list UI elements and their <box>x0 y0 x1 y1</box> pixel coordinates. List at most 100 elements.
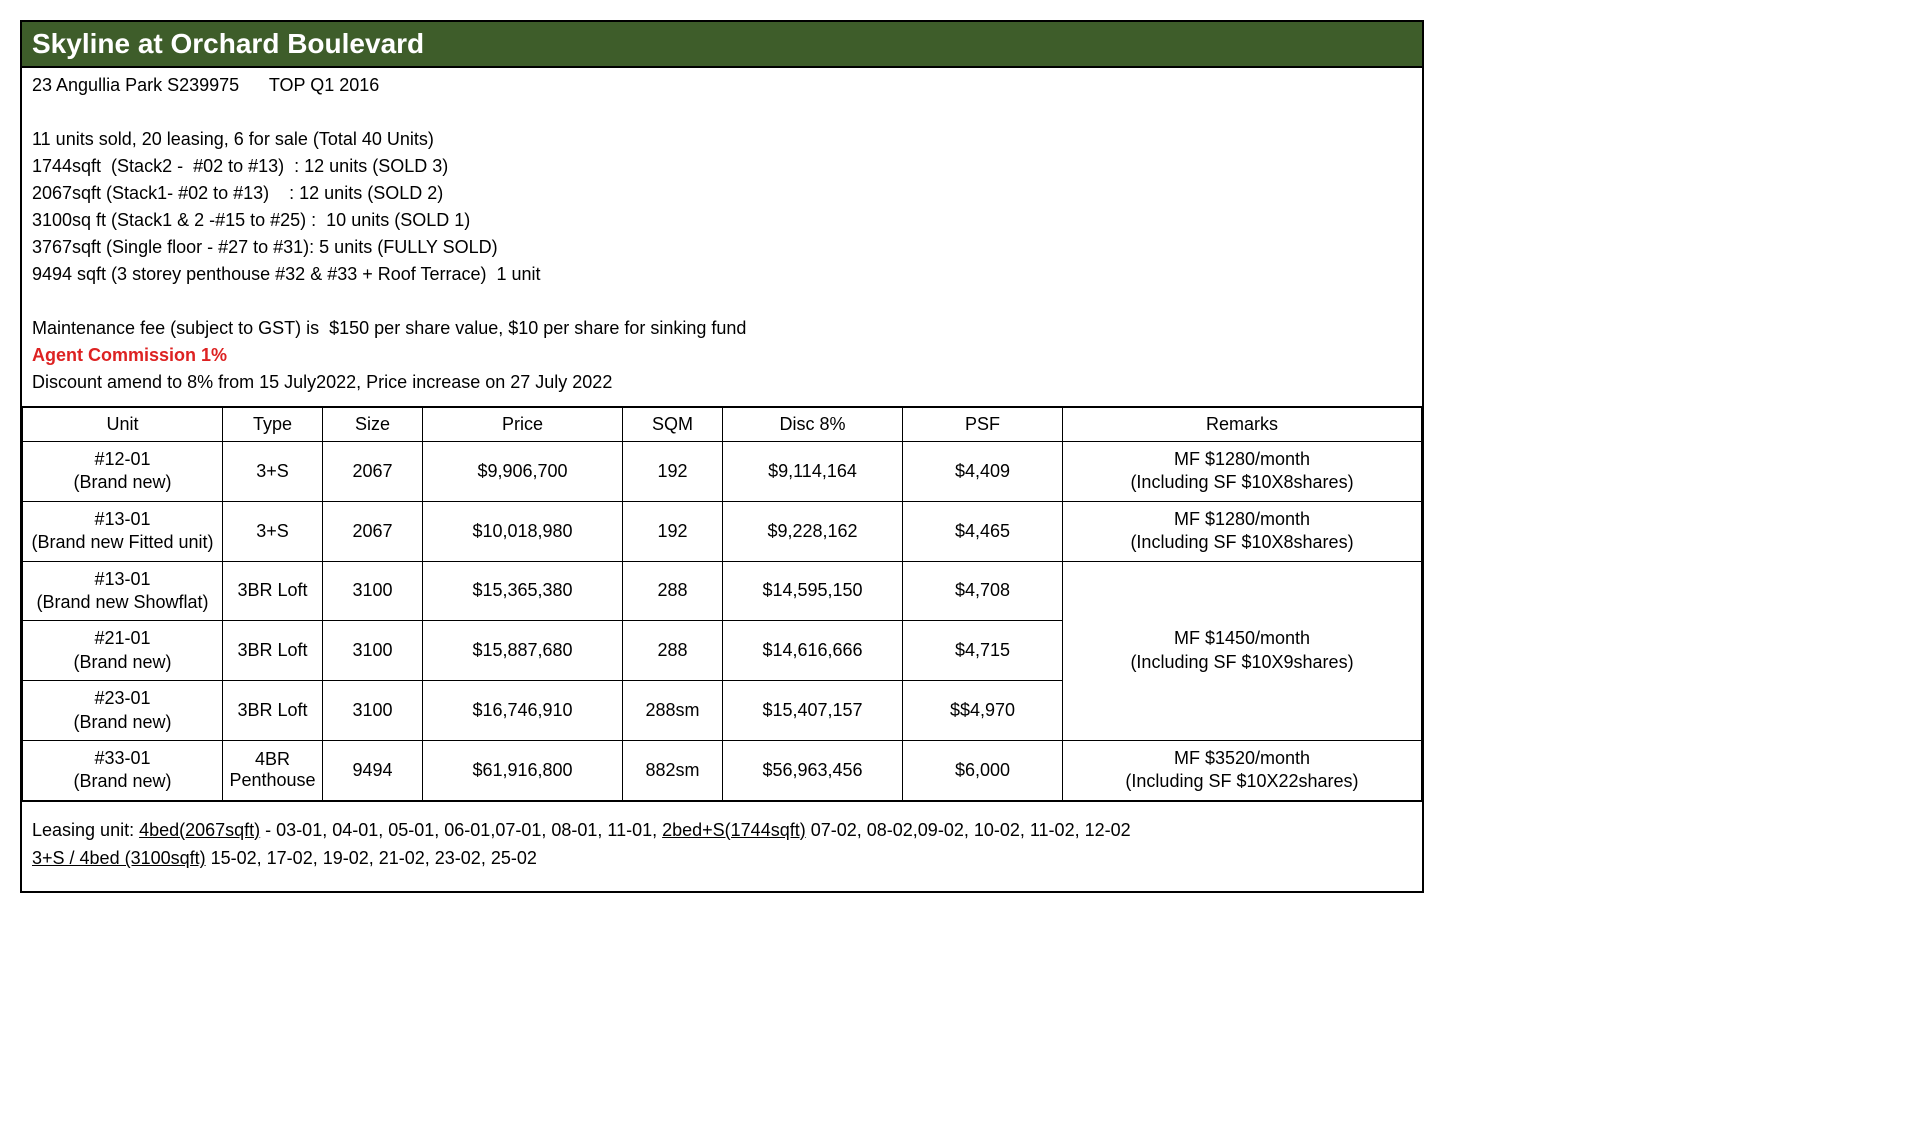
unit-number: #23-01 <box>94 688 150 708</box>
table-row: #13-01 (Brand new Showflat) 3BR Loft 310… <box>23 561 1422 621</box>
unit-note: (Brand new Showflat) <box>36 592 208 612</box>
cell-sqm: 288 <box>623 561 723 621</box>
col-remarks: Remarks <box>1063 407 1422 442</box>
summary-line: 3100sq ft (Stack1 & 2 -#15 to #25) : 10 … <box>32 207 1412 234</box>
remarks-l1: MF $1280/month <box>1174 509 1310 529</box>
table-row: #13-01 (Brand new Fitted unit) 3+S 2067 … <box>23 501 1422 561</box>
unit-note: (Brand new Fitted unit) <box>31 532 213 552</box>
cell-disc: $9,228,162 <box>723 501 903 561</box>
cell-type: 3+S <box>223 501 323 561</box>
cell-size: 3100 <box>323 681 423 741</box>
cell-disc: $14,595,150 <box>723 561 903 621</box>
remarks-l2: (Including SF $10X9shares) <box>1130 652 1353 672</box>
cell-type: 3+S <box>223 442 323 502</box>
unit-note: (Brand new) <box>73 652 171 672</box>
cell-size: 9494 <box>323 740 423 800</box>
unit-note: (Brand new) <box>73 771 171 791</box>
unit-number: #21-01 <box>94 628 150 648</box>
maintenance-line: Maintenance fee (subject to GST) is $150… <box>32 315 1412 342</box>
cell-psf: $4,708 <box>903 561 1063 621</box>
leasing-label: Leasing unit: <box>32 820 139 840</box>
cell-psf: $4,715 <box>903 621 1063 681</box>
remarks-l1: MF $1450/month <box>1174 628 1310 648</box>
unit-number: #13-01 <box>94 509 150 529</box>
cell-price: $9,906,700 <box>423 442 623 502</box>
cell-psf: $4,465 <box>903 501 1063 561</box>
cell-psf: $6,000 <box>903 740 1063 800</box>
cell-unit: #21-01 (Brand new) <box>23 621 223 681</box>
cell-unit: #23-01 (Brand new) <box>23 681 223 741</box>
unit-number: #33-01 <box>94 748 150 768</box>
summary-line: 11 units sold, 20 leasing, 6 for sale (T… <box>32 126 1412 153</box>
cell-size: 3100 <box>323 561 423 621</box>
col-unit: Unit <box>23 407 223 442</box>
leasing-seg1-text: - 03-01, 04-01, 05-01, 06-01,07-01, 08-0… <box>260 820 662 840</box>
property-sheet: Skyline at Orchard Boulevard 23 Angullia… <box>20 20 1424 893</box>
cell-price: $61,916,800 <box>423 740 623 800</box>
col-disc: Disc 8% <box>723 407 903 442</box>
cell-disc: $56,963,456 <box>723 740 903 800</box>
cell-disc: $14,616,666 <box>723 621 903 681</box>
col-size: Size <box>323 407 423 442</box>
cell-sqm: 288sm <box>623 681 723 741</box>
cell-unit: #13-01 (Brand new Showflat) <box>23 561 223 621</box>
summary-line: 1744sqft (Stack2 - #02 to #13) : 12 unit… <box>32 153 1412 180</box>
cell-sqm: 882sm <box>623 740 723 800</box>
unit-number: #12-01 <box>94 449 150 469</box>
cell-remarks: MF $3520/month (Including SF $10X22share… <box>1063 740 1422 800</box>
col-price: Price <box>423 407 623 442</box>
summary-line: 3767sqft (Single floor - #27 to #31): 5 … <box>32 234 1412 261</box>
col-psf: PSF <box>903 407 1063 442</box>
cell-price: $15,365,380 <box>423 561 623 621</box>
cell-unit: #33-01 (Brand new) <box>23 740 223 800</box>
table-row: #33-01 (Brand new) 4BR Penthouse 9494 $6… <box>23 740 1422 800</box>
table-row: #12-01 (Brand new) 3+S 2067 $9,906,700 1… <box>23 442 1422 502</box>
cell-disc: $9,114,164 <box>723 442 903 502</box>
cell-psf: $$4,970 <box>903 681 1063 741</box>
cell-remarks: MF $1280/month (Including SF $10X8shares… <box>1063 501 1422 561</box>
cell-size: 3100 <box>323 621 423 681</box>
property-title: Skyline at Orchard Boulevard <box>32 28 424 59</box>
remarks-l2: (Including SF $10X22shares) <box>1125 771 1358 791</box>
unit-note: (Brand new) <box>73 712 171 732</box>
remarks-l1: MF $1280/month <box>1174 449 1310 469</box>
leasing-footer: Leasing unit: 4bed(2067sqft) - 03-01, 04… <box>22 802 1422 892</box>
cell-price: $10,018,980 <box>423 501 623 561</box>
remarks-l1: MF $3520/month <box>1174 748 1310 768</box>
cell-type: 3BR Loft <box>223 561 323 621</box>
summary-line: 9494 sqft (3 storey penthouse #32 & #33 … <box>32 261 1412 288</box>
cell-type: 4BR Penthouse <box>223 740 323 800</box>
unit-note: (Brand new) <box>73 472 171 492</box>
remarks-l2: (Including SF $10X8shares) <box>1130 472 1353 492</box>
cell-remarks: MF $1280/month (Including SF $10X8shares… <box>1063 442 1422 502</box>
cell-type: 3BR Loft <box>223 681 323 741</box>
remarks-l2: (Including SF $10X8shares) <box>1130 532 1353 552</box>
info-block: 23 Angullia Park S239975 TOP Q1 2016 11 … <box>22 68 1422 406</box>
cell-size: 2067 <box>323 501 423 561</box>
col-type: Type <box>223 407 323 442</box>
cell-unit: #12-01 (Brand new) <box>23 442 223 502</box>
agent-commission-line: Agent Commission 1% <box>32 342 1412 369</box>
leasing-seg2-text: 07-02, 08-02,09-02, 10-02, 11-02, 12-02 <box>806 820 1131 840</box>
leasing-seg3-label: 3+S / 4bed (3100sqft) <box>32 848 206 868</box>
leasing-seg2-label: 2bed+S(1744sqft) <box>662 820 806 840</box>
summary-line: 2067sqft (Stack1- #02 to #13) : 12 units… <box>32 180 1412 207</box>
price-table: Unit Type Size Price SQM Disc 8% PSF Rem… <box>22 406 1422 802</box>
cell-price: $16,746,910 <box>423 681 623 741</box>
cell-remarks-merged: MF $1450/month (Including SF $10X9shares… <box>1063 561 1422 740</box>
cell-size: 2067 <box>323 442 423 502</box>
table-header-row: Unit Type Size Price SQM Disc 8% PSF Rem… <box>23 407 1422 442</box>
cell-type: 3BR Loft <box>223 621 323 681</box>
discount-line: Discount amend to 8% from 15 July2022, P… <box>32 369 1412 396</box>
cell-price: $15,887,680 <box>423 621 623 681</box>
leasing-seg1-label: 4bed(2067sqft) <box>139 820 260 840</box>
leasing-seg3-text: 15-02, 17-02, 19-02, 21-02, 23-02, 25-02 <box>206 848 537 868</box>
col-sqm: SQM <box>623 407 723 442</box>
cell-sqm: 288 <box>623 621 723 681</box>
unit-number: #13-01 <box>94 569 150 589</box>
cell-sqm: 192 <box>623 501 723 561</box>
cell-unit: #13-01 (Brand new Fitted unit) <box>23 501 223 561</box>
cell-disc: $15,407,157 <box>723 681 903 741</box>
title-bar: Skyline at Orchard Boulevard <box>22 22 1422 68</box>
cell-sqm: 192 <box>623 442 723 502</box>
